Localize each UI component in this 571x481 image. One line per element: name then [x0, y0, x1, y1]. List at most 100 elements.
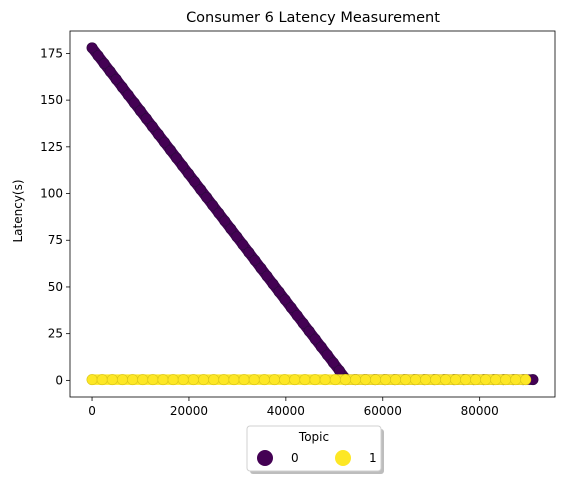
- legend-label: 1: [369, 451, 377, 465]
- legend-marker: [257, 450, 273, 466]
- data-point: [359, 374, 371, 386]
- data-point: [450, 374, 462, 386]
- plot-frame: [69, 30, 556, 398]
- x-tick-label: 20000: [170, 404, 208, 418]
- data-point: [237, 239, 249, 251]
- x-tick-label: 60000: [364, 404, 402, 418]
- data-point: [273, 286, 285, 298]
- data-point: [285, 302, 297, 314]
- data-point: [460, 374, 472, 386]
- data-point: [92, 50, 104, 62]
- data-point: [349, 374, 361, 386]
- y-tick-label: 100: [40, 187, 63, 201]
- data-point: [279, 294, 291, 306]
- data-point: [321, 349, 333, 361]
- data-point: [303, 325, 315, 337]
- data-point: [140, 113, 152, 125]
- data-point: [171, 152, 183, 164]
- data-point: [128, 97, 140, 109]
- data-point: [248, 374, 260, 386]
- data-point: [470, 374, 482, 386]
- y-tick-label: 75: [48, 233, 63, 247]
- data-point: [106, 374, 118, 386]
- data-point: [152, 128, 164, 140]
- y-tick-label: 50: [48, 280, 63, 294]
- data-point: [167, 374, 179, 386]
- data-point: [177, 160, 189, 172]
- data-point: [420, 374, 432, 386]
- data-point: [228, 374, 240, 386]
- data-point: [380, 374, 392, 386]
- data-point: [127, 374, 139, 386]
- data-point: [177, 374, 189, 386]
- data-point: [164, 144, 176, 156]
- data-point: [369, 374, 381, 386]
- data-point: [116, 81, 128, 93]
- data-point: [86, 42, 98, 54]
- data-point: [480, 374, 492, 386]
- x-tick-label: 40000: [267, 404, 305, 418]
- data-point: [440, 374, 452, 386]
- data-point: [309, 374, 321, 386]
- data-point: [297, 317, 309, 329]
- data-point: [122, 89, 134, 101]
- data-point: [500, 374, 512, 386]
- data-point: [268, 374, 280, 386]
- data-point: [329, 374, 341, 386]
- data-point: [195, 184, 207, 196]
- data-point: [137, 374, 149, 386]
- data-point: [218, 374, 230, 386]
- data-point: [116, 374, 128, 386]
- y-tick-label: 0: [55, 373, 63, 387]
- x-tick-label: 80000: [461, 404, 499, 418]
- data-point: [319, 374, 331, 386]
- data-point: [410, 374, 422, 386]
- chart-title: Consumer 6 Latency Measurement: [186, 10, 440, 26]
- data-point: [187, 374, 199, 386]
- data-point: [104, 65, 116, 77]
- data-point: [261, 270, 273, 282]
- x-tick-label: 0: [88, 404, 96, 418]
- data-point: [390, 374, 402, 386]
- data-point: [219, 215, 231, 227]
- data-point: [231, 231, 243, 243]
- data-point: [98, 58, 110, 70]
- data-point: [249, 254, 261, 266]
- data-point: [96, 374, 108, 386]
- legend-label: 0: [291, 451, 299, 465]
- data-point: [289, 374, 301, 386]
- data-point: [201, 191, 213, 203]
- data-point: [146, 121, 158, 133]
- data-point: [207, 199, 219, 211]
- legend-title: Topic: [298, 430, 329, 444]
- data-point: [225, 223, 237, 235]
- data-point: [198, 374, 210, 386]
- data-point: [86, 374, 98, 386]
- y-tick-label: 150: [40, 93, 63, 107]
- data-point: [309, 333, 321, 345]
- data-point: [238, 374, 250, 386]
- data-point: [279, 374, 291, 386]
- data-point: [430, 374, 442, 386]
- data-point: [255, 262, 267, 274]
- series-1: [86, 374, 532, 386]
- data-point: [339, 374, 351, 386]
- data-point: [490, 374, 502, 386]
- data-point: [183, 168, 195, 180]
- y-tick-label: 175: [40, 46, 63, 60]
- data-point: [258, 374, 270, 386]
- data-point: [327, 357, 339, 369]
- data-point: [147, 374, 159, 386]
- y-tick-label: 125: [40, 140, 63, 154]
- data-point: [510, 374, 522, 386]
- series-0: [86, 42, 539, 386]
- data-point: [208, 374, 220, 386]
- legend-marker: [335, 450, 351, 466]
- legend: Topic 0 1: [246, 425, 384, 474]
- data-point: [213, 207, 225, 219]
- data-point: [157, 374, 169, 386]
- data-point: [315, 341, 327, 353]
- data-point: [189, 176, 201, 188]
- data-point: [110, 73, 122, 85]
